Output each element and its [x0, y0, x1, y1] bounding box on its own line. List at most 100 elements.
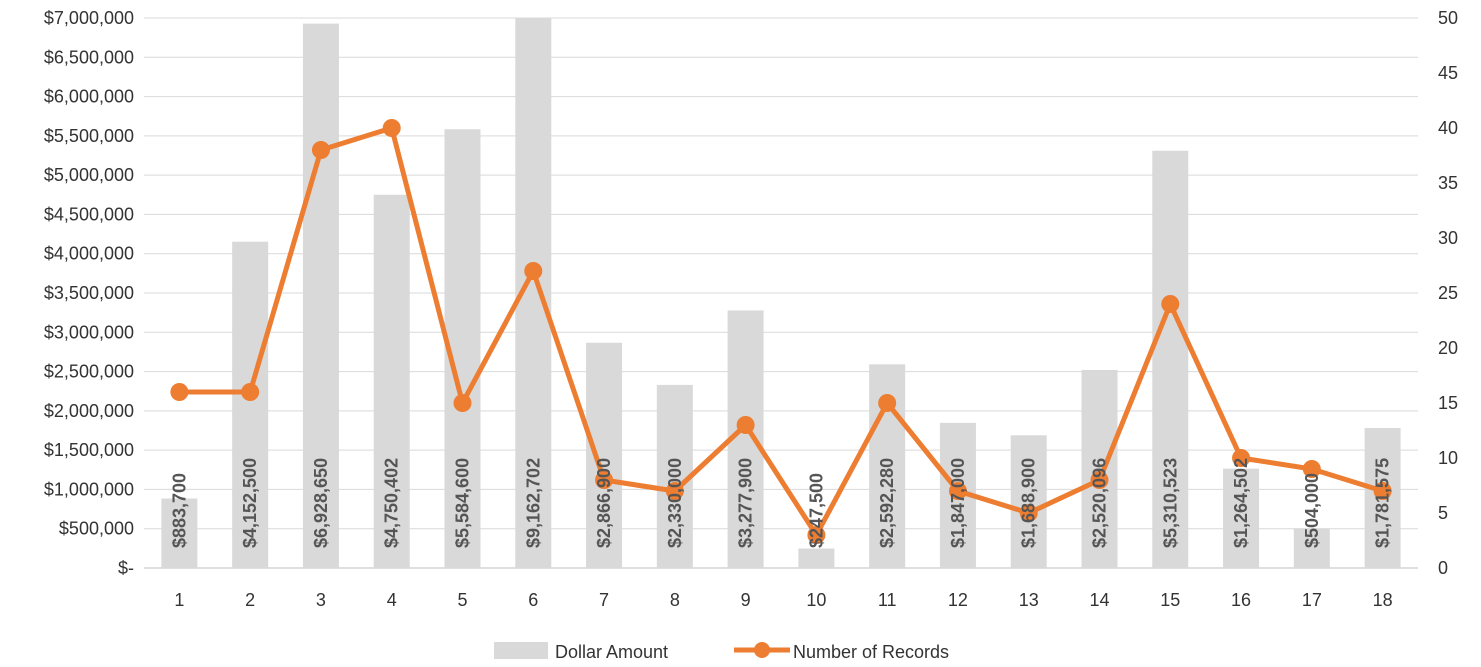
y-left-tick-label: $6,500,000 — [44, 47, 134, 67]
y-left-tick-label: $500,000 — [59, 519, 134, 539]
y-left-tick-label: $4,500,000 — [44, 204, 134, 224]
x-tick-label: 6 — [528, 590, 538, 610]
y-left-tick-label: $3,500,000 — [44, 283, 134, 303]
bar-data-label: $504,000 — [1302, 473, 1322, 548]
records-point — [453, 394, 472, 412]
bar-data-label: $4,152,500 — [240, 458, 260, 548]
y-left-tick-label: $6,000,000 — [44, 87, 134, 107]
bar-data-label: $2,866,900 — [594, 458, 614, 548]
bar-data-label: $1,847,000 — [948, 458, 968, 548]
y-right-tick-label: 30 — [1438, 228, 1458, 248]
bar-data-label: $3,277,900 — [736, 458, 756, 548]
x-tick-label: 8 — [670, 590, 680, 610]
records-point — [1373, 482, 1392, 500]
bar — [302, 23, 339, 568]
legend-label-number-of-records: Number of Records — [793, 642, 949, 662]
bar-data-label: $6,928,650 — [311, 458, 331, 548]
bar — [1293, 528, 1330, 568]
records-point — [807, 526, 826, 544]
x-tick-label: 9 — [741, 590, 751, 610]
records-point — [241, 383, 260, 401]
y-left-tick-label: $2,000,000 — [44, 401, 134, 421]
bar-data-label: $4,750,402 — [382, 458, 402, 548]
x-tick-label: 15 — [1160, 590, 1180, 610]
legend-swatch-dollar-amount — [494, 642, 548, 659]
bar-data-label: $2,520,096 — [1090, 458, 1110, 548]
y-right-tick-label: 25 — [1438, 283, 1458, 303]
bar — [232, 241, 269, 568]
y-left-tick-label: $1,000,000 — [44, 479, 134, 499]
x-tick-label: 17 — [1302, 590, 1322, 610]
y-right-tick-label: 50 — [1438, 8, 1458, 28]
legend-label-dollar-amount: Dollar Amount — [555, 642, 668, 662]
x-tick-label: 3 — [316, 590, 326, 610]
records-point — [948, 482, 967, 500]
y-right-tick-label: 35 — [1438, 173, 1458, 193]
y-left-tick-label: $5,000,000 — [44, 165, 134, 185]
bar-data-label: $9,162,702 — [523, 458, 543, 548]
y-left-tick-label: $5,500,000 — [44, 126, 134, 146]
bar-data-label: $5,310,523 — [1160, 458, 1180, 548]
legend: Dollar Amount Number of Records — [494, 642, 949, 662]
y-axis-right: 0 5 10 15 20 25 30 35 40 45 50 — [1438, 8, 1458, 578]
records-point — [524, 262, 543, 280]
records-point — [878, 394, 897, 412]
x-tick-label: 13 — [1019, 590, 1039, 610]
bar — [586, 342, 623, 568]
records-point — [1232, 449, 1251, 467]
y-right-tick-label: 40 — [1438, 118, 1458, 138]
records-point — [382, 119, 401, 137]
bar-data-label: $1,688,900 — [1019, 458, 1039, 548]
bar-data-label: $883,700 — [169, 473, 189, 548]
bar-data-label: $1,264,502 — [1231, 458, 1251, 548]
x-tick-label: 10 — [806, 590, 826, 610]
x-tick-label: 1 — [174, 590, 184, 610]
legend-marker-number-of-records — [754, 642, 770, 658]
bar — [1223, 468, 1260, 568]
bar-data-label: $2,592,280 — [877, 458, 897, 548]
x-axis: 1 2 3 4 5 6 7 8 9 10 11 12 13 14 15 16 17 18 — [174, 590, 1392, 610]
y-right-tick-label: 5 — [1438, 503, 1448, 523]
x-tick-label: 5 — [457, 590, 467, 610]
x-tick-label: 14 — [1089, 590, 1109, 610]
x-tick-label: 7 — [599, 590, 609, 610]
records-line — [179, 125, 1384, 538]
records-point — [1090, 471, 1109, 489]
records-point — [311, 141, 330, 159]
line-series — [170, 119, 1392, 544]
x-tick-label: 16 — [1231, 590, 1251, 610]
x-tick-label: 4 — [387, 590, 397, 610]
records-point — [1161, 295, 1180, 313]
records-point — [1019, 504, 1038, 522]
records-point — [1302, 460, 1321, 478]
y-left-tick-label: $1,500,000 — [44, 440, 134, 460]
records-point — [170, 383, 189, 401]
y-right-tick-label: 15 — [1438, 393, 1458, 413]
y-left-tick-label: $7,000,000 — [44, 8, 134, 28]
y-left-tick-label: $2,500,000 — [44, 362, 134, 382]
y-right-tick-label: 0 — [1438, 558, 1448, 578]
records-point — [595, 471, 614, 489]
bar — [373, 194, 410, 568]
bar-data-labels: $883,700 $4,152,500 $6,928,650 $4,750,402 $5… — [169, 458, 1392, 548]
y-axis-left: $- $500,000 $1,000,000 $1,500,000 $2,000,000… — [44, 8, 134, 578]
bar-data-label: $1,781,575 — [1373, 458, 1393, 548]
gridlines — [144, 17, 1418, 569]
y-right-tick-label: 10 — [1438, 448, 1458, 468]
bar-data-label: $2,330,000 — [665, 458, 685, 548]
x-tick-label: 2 — [245, 590, 255, 610]
bar — [1152, 150, 1189, 568]
bar — [1081, 369, 1118, 568]
bar — [1010, 435, 1047, 568]
bar — [798, 548, 835, 568]
y-left-tick-label: $- — [118, 558, 134, 578]
y-left-tick-label: $3,000,000 — [44, 322, 134, 342]
x-tick-label: 12 — [948, 590, 968, 610]
bar-data-label: $247,500 — [806, 473, 826, 548]
records-point — [736, 416, 755, 434]
x-tick-label: 11 — [878, 590, 897, 610]
bar-data-label: $5,584,600 — [453, 458, 473, 548]
y-left-tick-label: $4,000,000 — [44, 244, 134, 264]
y-right-tick-label: 20 — [1438, 338, 1458, 358]
